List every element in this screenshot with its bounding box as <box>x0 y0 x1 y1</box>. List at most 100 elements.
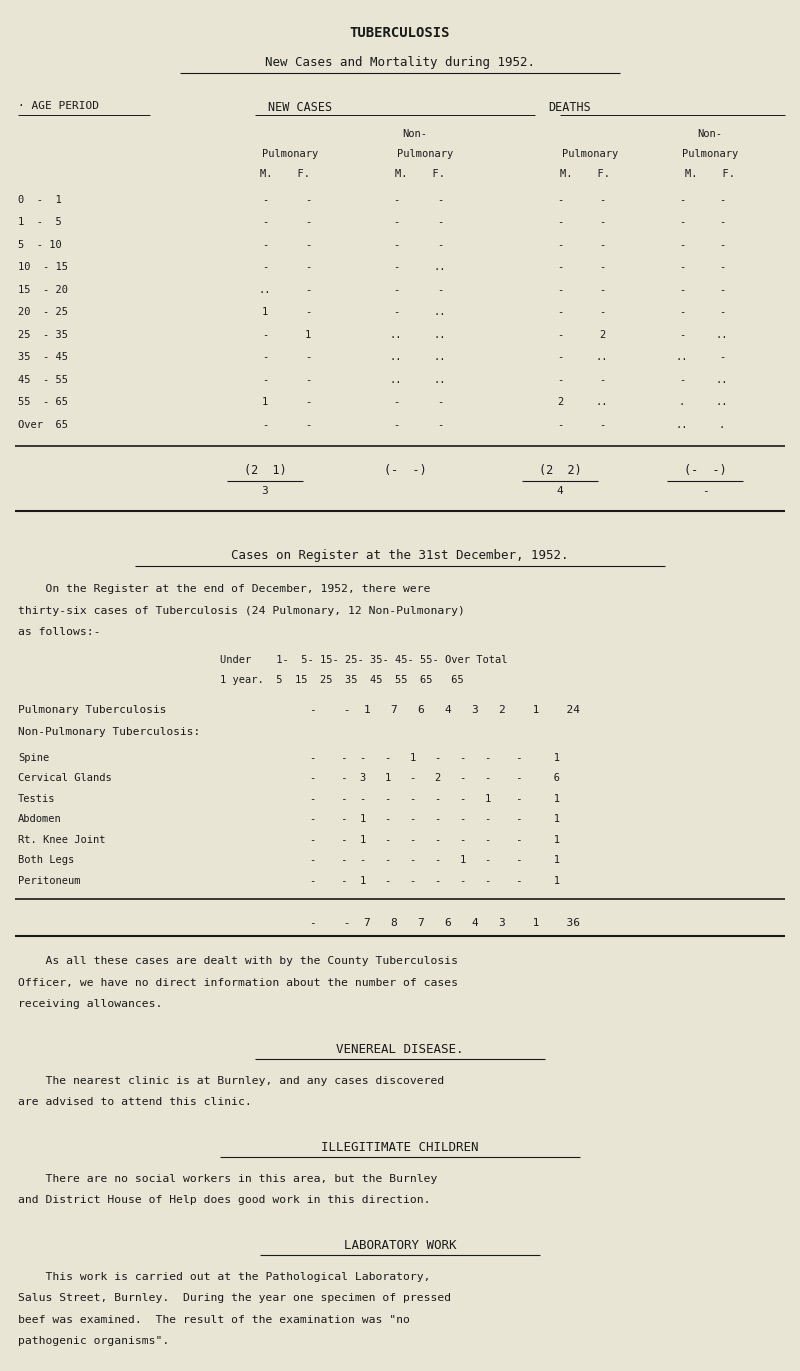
Text: -: - <box>679 218 685 228</box>
Text: -: - <box>262 376 268 385</box>
Text: .: . <box>679 398 685 407</box>
Text: beef was examined.  The result of the examination was "no: beef was examined. The result of the exa… <box>18 1315 410 1324</box>
Text: -: - <box>719 307 725 318</box>
Text: -: - <box>437 218 443 228</box>
Text: -: - <box>557 330 563 340</box>
Text: -: - <box>393 240 399 250</box>
Text: Testis: Testis <box>18 794 55 803</box>
Text: New Cases and Mortality during 1952.: New Cases and Mortality during 1952. <box>265 56 535 69</box>
Text: -: - <box>599 376 605 385</box>
Text: -    -  1   -   -   -   -   -    -     1: - - 1 - - - - - - 1 <box>310 814 560 824</box>
Text: -: - <box>393 262 399 273</box>
Text: -: - <box>557 307 563 318</box>
Text: Pulmonary: Pulmonary <box>562 149 618 159</box>
Text: -: - <box>557 352 563 362</box>
Text: 4: 4 <box>557 487 563 496</box>
Text: There are no social workers in this area, but the Burnley: There are no social workers in this area… <box>18 1174 438 1185</box>
Text: Non-Pulmonary Tuberculosis:: Non-Pulmonary Tuberculosis: <box>18 727 200 738</box>
Text: ..: .. <box>434 376 446 385</box>
Text: Non-: Non- <box>402 129 427 138</box>
Text: ..: .. <box>390 376 402 385</box>
Text: -: - <box>393 285 399 295</box>
Text: ..: .. <box>434 262 446 273</box>
Text: -: - <box>557 420 563 430</box>
Text: 3: 3 <box>262 487 268 496</box>
Text: -: - <box>305 420 311 430</box>
Text: ..: .. <box>434 352 446 362</box>
Text: -    -  1   -   -   -   -   -    -     1: - - 1 - - - - - - 1 <box>310 876 560 886</box>
Text: As all these cases are dealt with by the County Tuberculosis: As all these cases are dealt with by the… <box>18 957 458 967</box>
Text: -: - <box>599 218 605 228</box>
Text: Cases on Register at the 31st December, 1952.: Cases on Register at the 31st December, … <box>231 550 569 562</box>
Text: 10  - 15: 10 - 15 <box>18 262 68 273</box>
Text: -: - <box>702 487 708 496</box>
Text: -: - <box>262 262 268 273</box>
Text: as follows:-: as follows:- <box>18 628 101 638</box>
Text: -    -  -   -   -   -   1   -    -     1: - - - - - - 1 - - 1 <box>310 856 560 865</box>
Text: 35  - 45: 35 - 45 <box>18 352 68 362</box>
Text: -: - <box>437 195 443 206</box>
Text: Non-: Non- <box>698 129 722 138</box>
Text: 1: 1 <box>262 398 268 407</box>
Text: ..: .. <box>716 330 728 340</box>
Text: -: - <box>557 218 563 228</box>
Text: ..: .. <box>390 330 402 340</box>
Text: ..: .. <box>676 420 688 430</box>
Text: -: - <box>305 195 311 206</box>
Text: 25  - 35: 25 - 35 <box>18 330 68 340</box>
Text: Abdomen: Abdomen <box>18 814 62 824</box>
Text: -    -  -   -   -   -   -   1    -     1: - - - - - - - 1 - 1 <box>310 794 560 803</box>
Text: 55  - 65: 55 - 65 <box>18 398 68 407</box>
Text: Both Legs: Both Legs <box>18 856 74 865</box>
Text: -: - <box>599 240 605 250</box>
Text: ..: .. <box>390 352 402 362</box>
Text: ..: .. <box>716 376 728 385</box>
Text: -: - <box>719 195 725 206</box>
Text: DEATHS: DEATHS <box>549 101 591 114</box>
Text: -: - <box>262 195 268 206</box>
Text: On the Register at the end of December, 1952, there were: On the Register at the end of December, … <box>18 584 430 595</box>
Text: -    -  7   8   7   6   4   3    1    36: - - 7 8 7 6 4 3 1 36 <box>310 919 580 928</box>
Text: -: - <box>393 195 399 206</box>
Text: Cervical Glands: Cervical Glands <box>18 773 112 783</box>
Text: -: - <box>719 352 725 362</box>
Text: This work is carried out at the Pathological Laboratory,: This work is carried out at the Patholog… <box>18 1272 430 1282</box>
Text: -: - <box>557 285 563 295</box>
Text: -: - <box>262 218 268 228</box>
Text: -: - <box>437 285 443 295</box>
Text: -: - <box>262 240 268 250</box>
Text: M.    F.: M. F. <box>560 169 610 180</box>
Text: -: - <box>599 262 605 273</box>
Text: -: - <box>437 240 443 250</box>
Text: -: - <box>679 262 685 273</box>
Text: (-  -): (- -) <box>684 465 726 477</box>
Text: ..: .. <box>434 330 446 340</box>
Text: -: - <box>305 376 311 385</box>
Text: -: - <box>437 420 443 430</box>
Text: VENEREAL DISEASE.: VENEREAL DISEASE. <box>336 1043 464 1056</box>
Text: · AGE PERIOD: · AGE PERIOD <box>18 101 99 111</box>
Text: .: . <box>719 420 725 430</box>
Text: (2  2): (2 2) <box>538 465 582 477</box>
Text: Pulmonary Tuberculosis: Pulmonary Tuberculosis <box>18 706 166 716</box>
Text: M.    F.: M. F. <box>260 169 310 180</box>
Text: -: - <box>719 285 725 295</box>
Text: -: - <box>599 285 605 295</box>
Text: 45  - 55: 45 - 55 <box>18 376 68 385</box>
Text: -: - <box>393 420 399 430</box>
Text: Officer, we have no direct information about the number of cases: Officer, we have no direct information a… <box>18 978 458 988</box>
Text: -: - <box>679 285 685 295</box>
Text: -: - <box>305 398 311 407</box>
Text: -: - <box>599 195 605 206</box>
Text: 1 year.  5  15  25  35  45  55  65   65: 1 year. 5 15 25 35 45 55 65 65 <box>220 676 464 686</box>
Text: -    -  -   -   1   -   -   -    -     1: - - - - 1 - - - - 1 <box>310 753 560 764</box>
Text: ..: .. <box>596 398 608 407</box>
Text: -: - <box>305 262 311 273</box>
Text: ILLEGITIMATE CHILDREN: ILLEGITIMATE CHILDREN <box>322 1141 478 1154</box>
Text: 5  - 10: 5 - 10 <box>18 240 62 250</box>
Text: M.    F.: M. F. <box>395 169 445 180</box>
Text: NEW CASES: NEW CASES <box>268 101 332 114</box>
Text: The nearest clinic is at Burnley, and any cases discovered: The nearest clinic is at Burnley, and an… <box>18 1076 444 1086</box>
Text: -: - <box>679 240 685 250</box>
Text: -: - <box>557 262 563 273</box>
